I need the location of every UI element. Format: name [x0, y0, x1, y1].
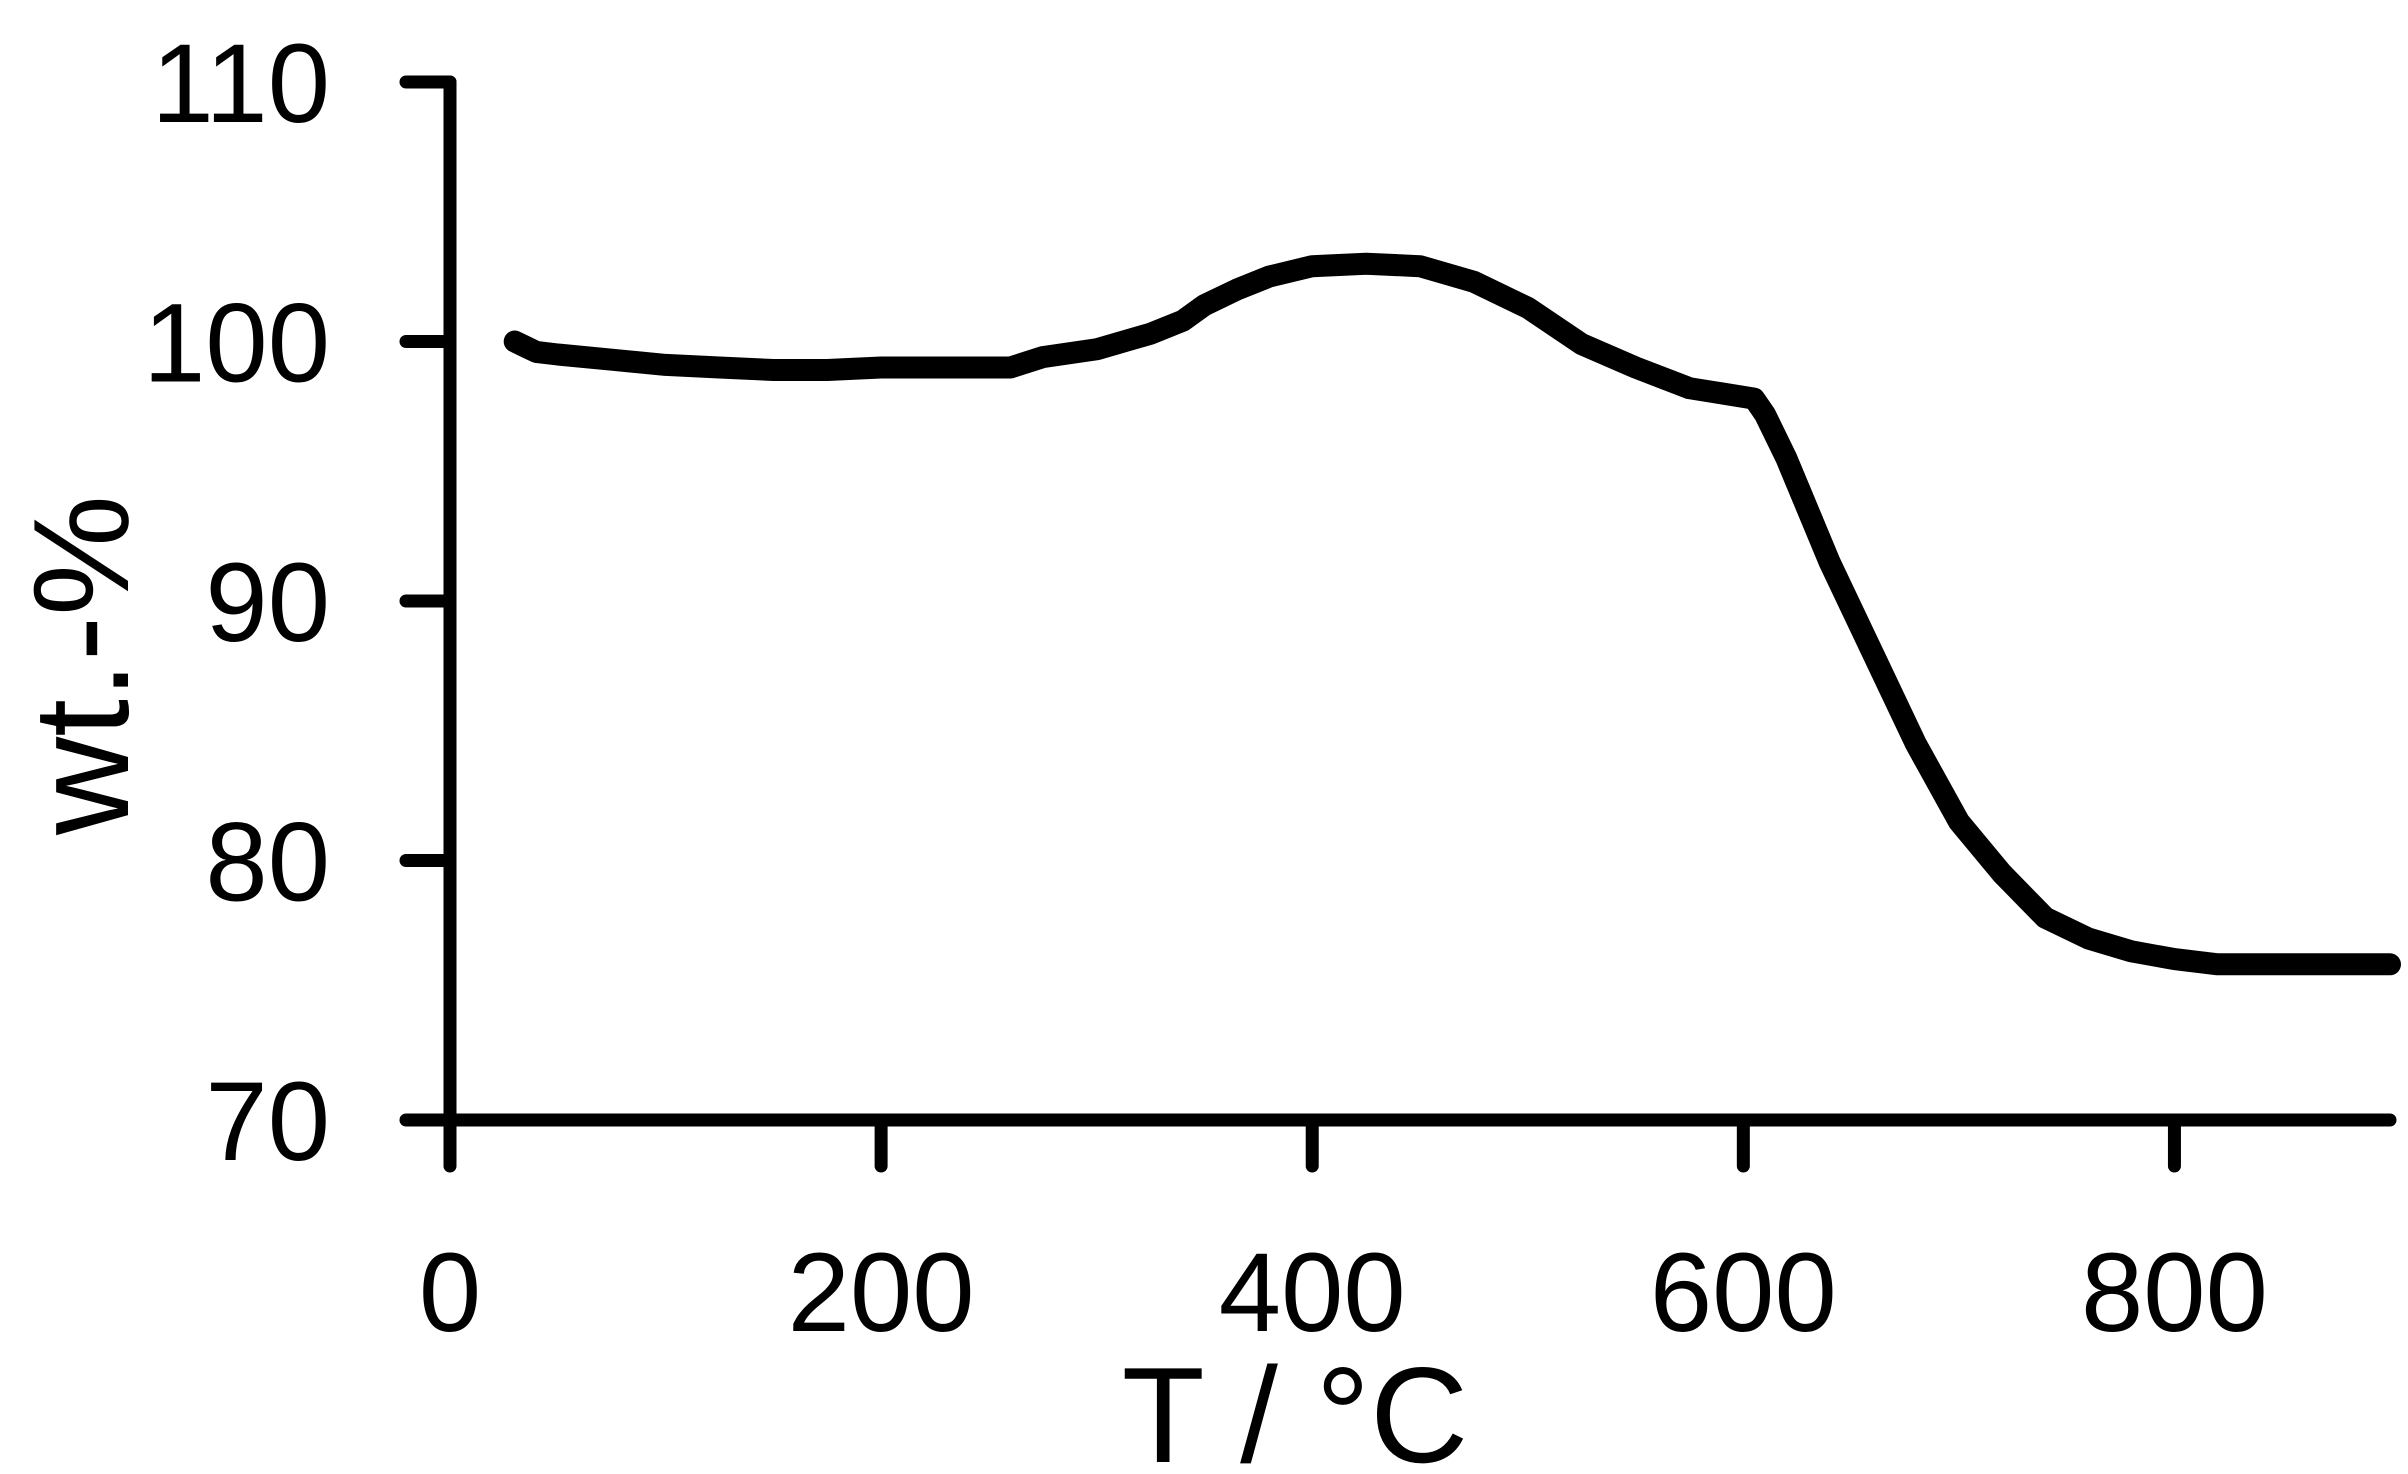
x-tick-label: 0	[419, 1230, 481, 1355]
y-tick-label: 110	[151, 21, 330, 146]
x-tick-label: 200	[788, 1230, 975, 1355]
plot-area	[503, 252, 2401, 976]
x-tick-label: 400	[1219, 1230, 1406, 1355]
ticks	[399, 75, 2181, 1173]
axes	[443, 75, 2397, 1127]
y-tick-label: 100	[143, 281, 330, 406]
x-axis-title: T / °C	[1122, 1339, 1469, 1474]
x-tick-label: 800	[2081, 1230, 2268, 1355]
tick-labels: 70 80 90 100 110 0 200 400 600 800	[143, 21, 2268, 1355]
y-tick-label: 80	[205, 800, 330, 925]
data-line	[503, 252, 2401, 976]
y-tick-label: 70	[205, 1059, 330, 1184]
y-tick-label: 90	[205, 540, 330, 665]
x-tick-label: 600	[1650, 1230, 1837, 1355]
y-axis-title: wt.-%	[5, 495, 157, 836]
